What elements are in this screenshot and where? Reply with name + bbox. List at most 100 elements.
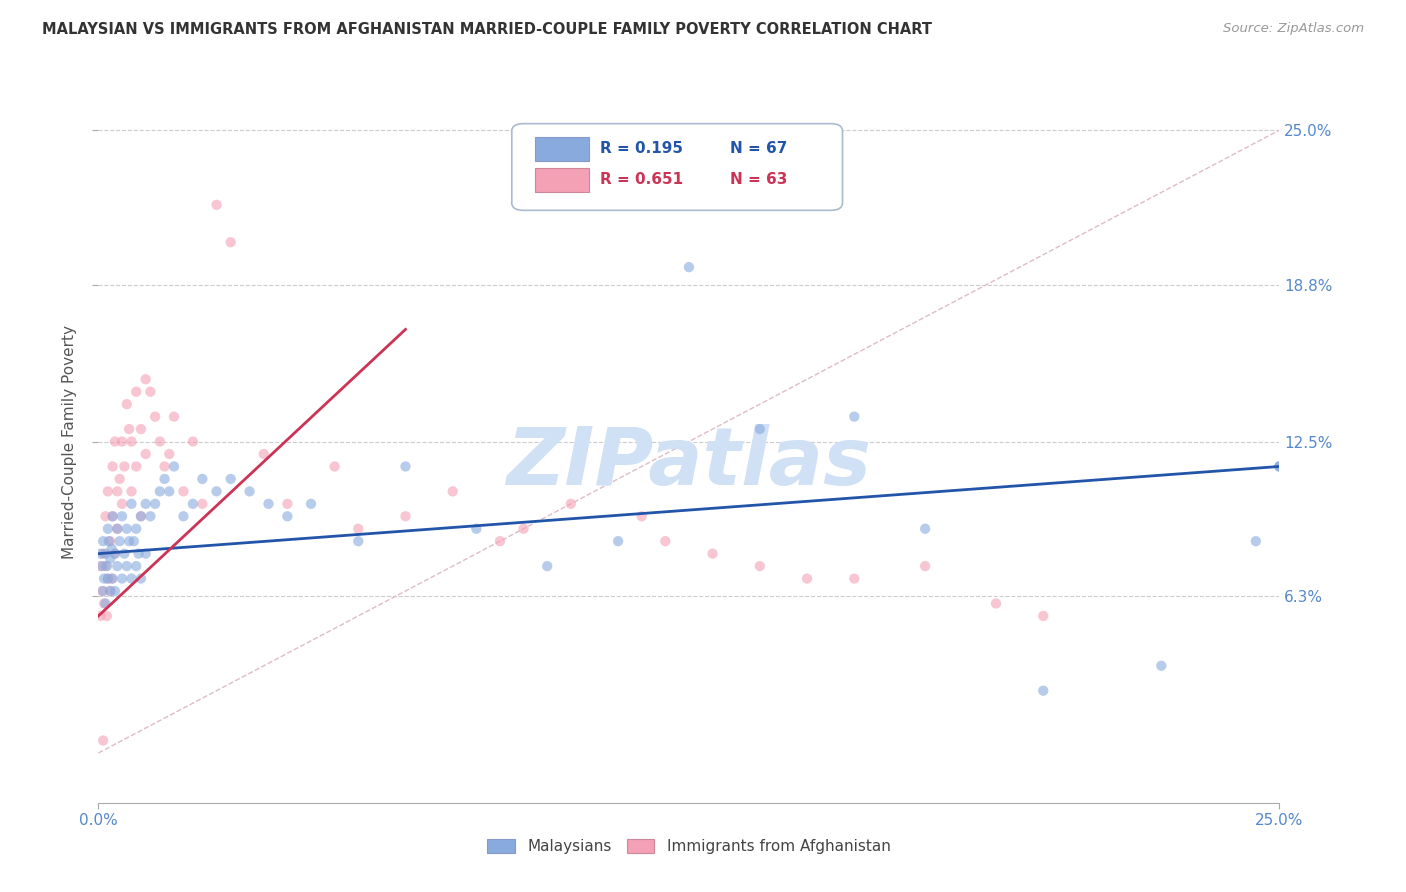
Point	[748, 422, 770, 436]
Point	[129, 422, 152, 436]
Text: Source: ZipAtlas.com: Source: ZipAtlas.com	[1223, 22, 1364, 36]
Bar	[536, 137, 589, 161]
Point	[91, 733, 114, 747]
Point	[394, 509, 416, 524]
Point	[94, 547, 117, 561]
Point	[111, 509, 134, 524]
Point	[100, 572, 122, 586]
Point	[163, 409, 186, 424]
Point	[465, 522, 488, 536]
Point	[1268, 459, 1291, 474]
Point	[654, 534, 676, 549]
Point	[1268, 459, 1291, 474]
Point	[489, 534, 512, 549]
Point	[111, 434, 134, 449]
Text: N = 63: N = 63	[730, 172, 787, 186]
Point	[129, 509, 152, 524]
Point	[105, 559, 128, 574]
Point	[90, 559, 112, 574]
Point	[118, 422, 141, 436]
Point	[97, 572, 120, 586]
Text: R = 0.651: R = 0.651	[600, 172, 683, 186]
Point	[205, 198, 228, 212]
Point	[157, 484, 180, 499]
Point	[135, 547, 157, 561]
Point	[441, 484, 464, 499]
Point	[94, 509, 117, 524]
Point	[128, 547, 150, 561]
Point	[219, 472, 242, 486]
Text: N = 67: N = 67	[730, 141, 787, 156]
Point	[104, 547, 127, 561]
Point	[153, 459, 176, 474]
Point	[101, 509, 124, 524]
Point	[98, 584, 121, 599]
Point	[1032, 609, 1054, 624]
Point	[276, 497, 298, 511]
Point	[125, 459, 148, 474]
Point	[91, 584, 114, 599]
Point	[149, 484, 172, 499]
Point	[347, 522, 370, 536]
Text: R = 0.195: R = 0.195	[600, 141, 683, 156]
Point	[105, 522, 128, 536]
Point	[91, 547, 114, 561]
Point	[104, 547, 127, 561]
Point	[139, 509, 162, 524]
Text: MALAYSIAN VS IMMIGRANTS FROM AFGHANISTAN MARRIED-COUPLE FAMILY POVERTY CORRELATI: MALAYSIAN VS IMMIGRANTS FROM AFGHANISTAN…	[42, 22, 932, 37]
Point	[1032, 683, 1054, 698]
Point	[125, 384, 148, 399]
Point	[135, 372, 157, 386]
Point	[108, 534, 131, 549]
Point	[630, 509, 652, 524]
Point	[914, 559, 936, 574]
Point	[181, 434, 204, 449]
Point	[129, 572, 152, 586]
Point	[97, 572, 120, 586]
Point	[914, 522, 936, 536]
Point	[796, 572, 818, 586]
Point	[125, 559, 148, 574]
Point	[121, 484, 143, 499]
Y-axis label: Married-Couple Family Poverty: Married-Couple Family Poverty	[62, 325, 77, 558]
Point	[512, 522, 534, 536]
Point	[678, 260, 700, 274]
Point	[94, 559, 117, 574]
Point	[844, 572, 866, 586]
Point	[984, 597, 1007, 611]
Point	[607, 534, 630, 549]
Point	[115, 397, 138, 411]
Point	[90, 547, 112, 561]
Point	[98, 584, 121, 599]
Point	[143, 409, 166, 424]
Point	[105, 522, 128, 536]
Point	[100, 541, 122, 556]
Point	[253, 447, 276, 461]
Point	[121, 497, 143, 511]
Point	[94, 597, 117, 611]
Point	[157, 447, 180, 461]
Point	[125, 522, 148, 536]
Point	[139, 384, 162, 399]
Point	[560, 497, 582, 511]
Point	[112, 459, 135, 474]
Point	[347, 534, 370, 549]
Point	[135, 497, 157, 511]
Point	[191, 497, 214, 511]
Point	[149, 434, 172, 449]
Legend: Malaysians, Immigrants from Afghanistan: Malaysians, Immigrants from Afghanistan	[481, 832, 897, 860]
Point	[257, 497, 280, 511]
Point	[96, 609, 118, 624]
Point	[191, 472, 214, 486]
Point	[101, 509, 124, 524]
Bar	[536, 169, 589, 193]
Point	[143, 497, 166, 511]
Point	[115, 522, 138, 536]
Point	[205, 484, 228, 499]
Point	[101, 459, 124, 474]
Point	[91, 584, 114, 599]
Point	[135, 447, 157, 461]
Point	[122, 534, 145, 549]
Point	[121, 434, 143, 449]
Point	[172, 484, 194, 499]
